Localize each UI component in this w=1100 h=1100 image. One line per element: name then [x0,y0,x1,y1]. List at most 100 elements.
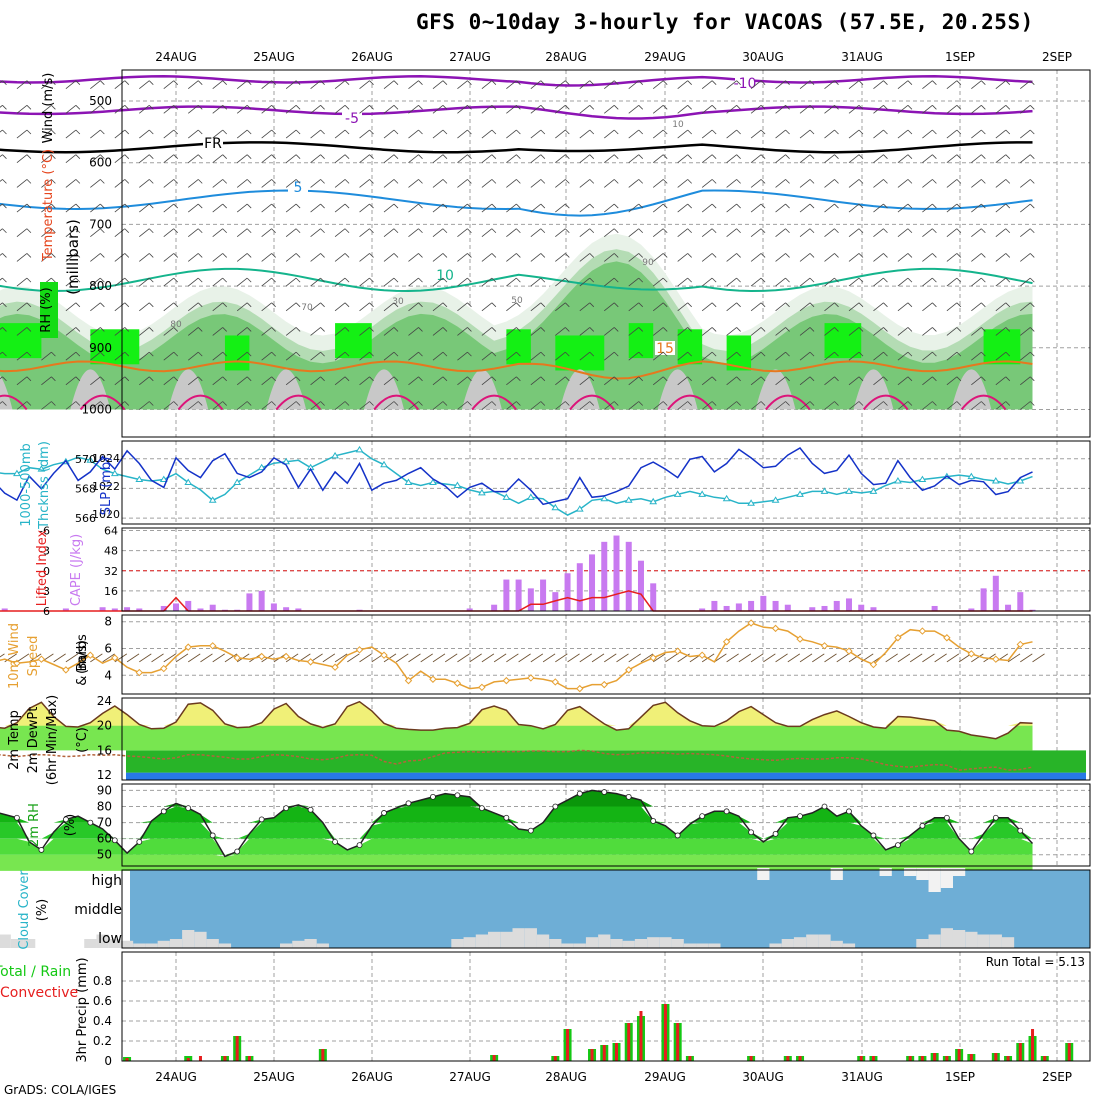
wind-barb [858,327,864,332]
wind-barb [261,376,272,386]
wind-barb [320,401,325,406]
wind-barb [90,327,101,336]
wind-barb [848,302,860,312]
wind-barb [173,302,179,308]
wind-barb [579,253,591,262]
wind-barb [295,351,301,357]
wind-barb [579,80,591,89]
wind-barb [457,253,468,262]
wind-barb [589,154,595,159]
wind-barb [726,253,737,262]
wind-barb [809,277,815,283]
wind10-tick-label: 6 [104,641,112,655]
wind-barb [506,277,517,287]
wind-barb [711,179,717,184]
wind-barb [677,401,688,410]
wind-barb [932,253,937,258]
contour-label-bg [735,76,755,90]
wind-barb [579,154,591,164]
contour-label-bg [203,136,223,150]
wind-barb [65,105,77,114]
wind-barb [383,327,395,336]
date-label-bottom: 26AUG [351,1070,393,1084]
wind10-line-marker [551,678,560,686]
wind-barb [516,302,521,308]
wind-barb [212,228,223,238]
wind-barb [344,105,350,110]
cape-bar [858,604,865,611]
wind-barb [393,154,399,159]
wind-barb [834,401,839,406]
wind10-barb [665,653,678,663]
date-label-bottom: 25AUG [253,1070,295,1084]
wind-barb [516,179,521,184]
wind-barb [442,253,448,258]
wind-barb [873,277,884,287]
wind-barb [65,179,77,188]
wind-barb [393,351,399,357]
wind-barb [481,327,493,336]
thickness-line-marker [551,503,560,511]
wind-barb [897,203,909,213]
wind-barb [344,376,350,382]
wind-barb [736,154,741,159]
wind-barb [726,154,737,164]
precip-conv-bar [749,1056,753,1061]
wind-barb [393,80,399,85]
wind-barb [516,203,521,209]
wind-barb [467,105,472,110]
wind-barb [481,129,493,139]
date-label-top: 28AUG [545,50,587,64]
wind-barb [785,179,790,184]
wind10-barb [139,653,152,663]
wind-barb [956,80,962,85]
wind-barb [369,253,374,258]
wind-barb [809,401,815,406]
rh-band-90 [224,335,250,371]
wind-barb [848,277,860,287]
wind10-label-3: & Barbs [75,634,90,686]
cape-bar [564,573,571,611]
wind-barb [236,154,248,164]
wind-barb [652,129,664,139]
cloud-low-bar [610,939,623,948]
wind10-barb [334,653,348,663]
wind-barb [124,179,130,184]
wind10-line-marker [478,683,486,692]
wind10-line-marker [429,675,437,683]
wind-barb [824,105,835,114]
wind-barb [173,154,179,159]
wind-barb [187,376,199,386]
wind-barb [51,179,56,184]
wind-barb [114,203,126,213]
wind-barb [163,376,175,386]
wind-barb [383,203,395,213]
temp-contour-label: 15 [656,341,674,357]
wind10-line-marker [257,652,266,661]
wind-barb [442,105,448,110]
wind-barb [467,228,472,234]
wind-barb [124,154,130,159]
wind-barb [701,80,713,89]
wind-barb [555,203,566,213]
wind-barb [711,105,717,110]
lifted-label: Lifted Index [35,529,50,606]
precip-conv-bar [1067,1043,1071,1061]
wind-barb [604,154,615,164]
wind-barb [613,351,619,357]
wind-barb [310,401,321,410]
rh-dry-region [559,369,600,410]
wind-barb [222,203,227,209]
wind-barb [114,154,126,164]
wind-barb [652,179,664,188]
wind-barb [2,277,7,283]
wind-barb [565,401,570,406]
temp-contour-20 [275,394,322,411]
wind-barb [565,351,570,357]
wind10-barb [922,653,935,663]
precip-conv-bar [676,1023,680,1061]
wind-barb [1030,302,1035,308]
wind10-label-2: Speed [26,636,41,677]
wind-barb [2,351,7,357]
cloud-low-bar [292,940,305,948]
